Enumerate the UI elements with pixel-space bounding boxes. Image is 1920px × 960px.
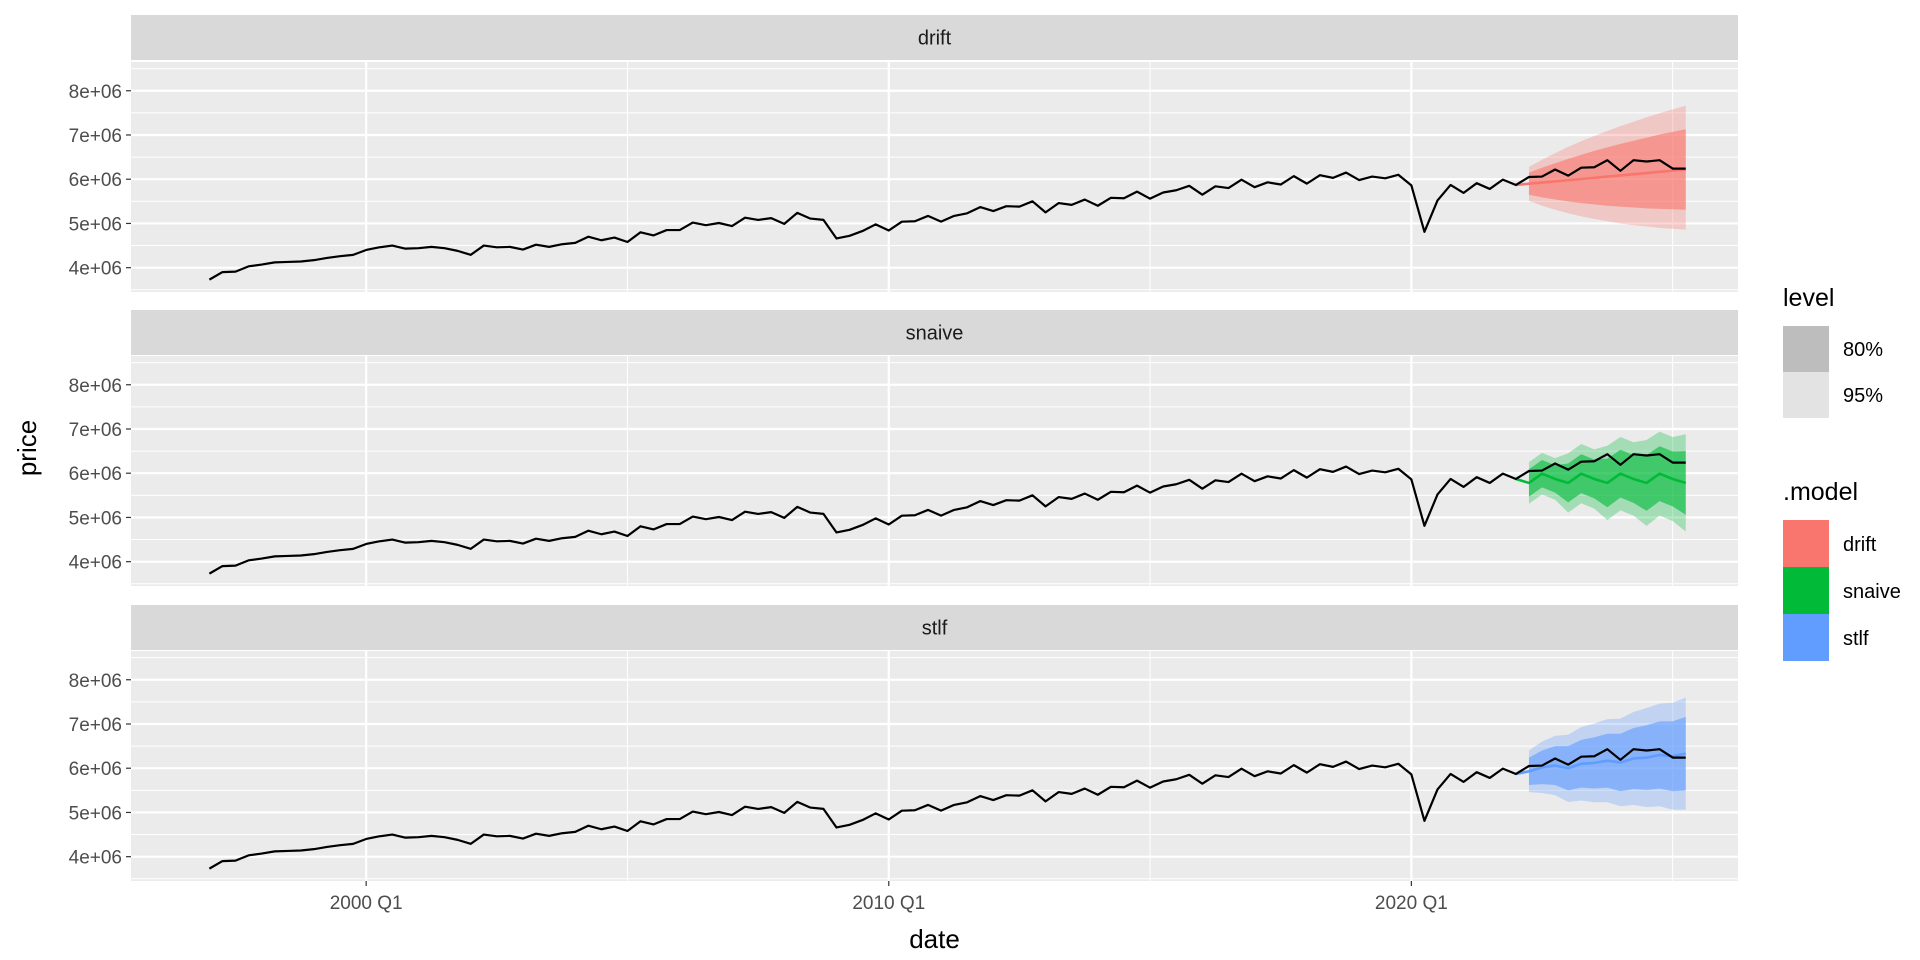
legend-label: stlf <box>1843 628 1869 650</box>
legend-key-95pct <box>1783 372 1829 418</box>
facet-panel-drift: drift 4e+06 5e+06 6e+06 7e+06 8e+06 <box>69 15 1738 292</box>
x-axis-title: date <box>909 924 960 954</box>
y-tick-label: 6e+06 <box>69 170 122 191</box>
legend-key-80pct <box>1783 326 1829 372</box>
legend-key-stlf <box>1783 614 1829 661</box>
drift-forecast-line <box>1515 168 1686 187</box>
plot-background <box>131 356 1738 586</box>
snaive-forecast-line <box>1515 472 1687 485</box>
y-tick-label: 4e+06 <box>69 259 122 280</box>
x-axis: 2000 Q1 2010 Q1 2020 Q1 <box>330 881 1448 914</box>
y-tick-label: 5e+06 <box>69 214 122 235</box>
facet-strip-label: drift <box>918 28 952 50</box>
y-tick-label: 6e+06 <box>69 464 122 485</box>
y-tick-label: 8e+06 <box>69 82 122 103</box>
legend-label: 80% <box>1843 339 1883 361</box>
y-tick-label: 6e+06 <box>69 759 122 780</box>
x-tick-label: 2000 Q1 <box>330 893 403 914</box>
stlf-forecast-line <box>1515 752 1686 776</box>
y-tick-label: 5e+06 <box>69 508 122 529</box>
y-tick-label: 7e+06 <box>69 715 122 736</box>
y-tick-label: 4e+06 <box>69 553 122 574</box>
legend-label: drift <box>1843 534 1877 556</box>
drift-interval-80 <box>1528 129 1686 210</box>
x-tick-label: 2010 Q1 <box>852 893 925 914</box>
legend-level-title: level <box>1783 284 1834 312</box>
y-axis-title: price <box>12 420 42 476</box>
facet-panel-snaive: snaive 4e+06 5e+06 6e+06 7e+06 8e+06 <box>69 310 1738 586</box>
y-tick-label: 7e+06 <box>69 126 122 147</box>
legend-model-title: .model <box>1783 478 1858 506</box>
observed-price-line <box>208 159 1686 281</box>
plot-background <box>131 651 1738 881</box>
y-tick-label: 8e+06 <box>69 671 122 692</box>
observed-price-line <box>208 748 1686 870</box>
facet-strip-label: snaive <box>906 323 964 345</box>
facet-strip <box>131 15 1738 60</box>
facet-strip <box>131 310 1738 355</box>
legend-key-snaive <box>1783 567 1829 614</box>
facet-strip-label: stlf <box>922 618 948 640</box>
legend: level .model 80% 95% drift snaive stlf <box>1783 284 1901 661</box>
y-tick-label: 8e+06 <box>69 376 122 397</box>
observed-price-line <box>208 453 1686 575</box>
facet-panel-stlf: stlf 4e+06 5e+06 6e+06 7e+06 8e+06 <box>69 605 1738 881</box>
y-tick-label: 7e+06 <box>69 420 122 441</box>
snaive-interval-80 <box>1528 446 1686 515</box>
plot-background <box>131 62 1738 292</box>
facet-panels: drift 4e+06 5e+06 6e+06 7e+06 8e+06 snaive 4e+0… <box>69 15 1738 881</box>
legend-label: snaive <box>1843 581 1901 603</box>
y-tick-label: 4e+06 <box>69 848 122 869</box>
facet-strip <box>131 605 1738 650</box>
stlf-interval-80 <box>1528 716 1686 792</box>
x-tick-label: 2020 Q1 <box>1375 893 1448 914</box>
legend-label: 95% <box>1843 385 1883 407</box>
y-tick-label: 5e+06 <box>69 803 122 824</box>
legend-key-drift <box>1783 520 1829 567</box>
